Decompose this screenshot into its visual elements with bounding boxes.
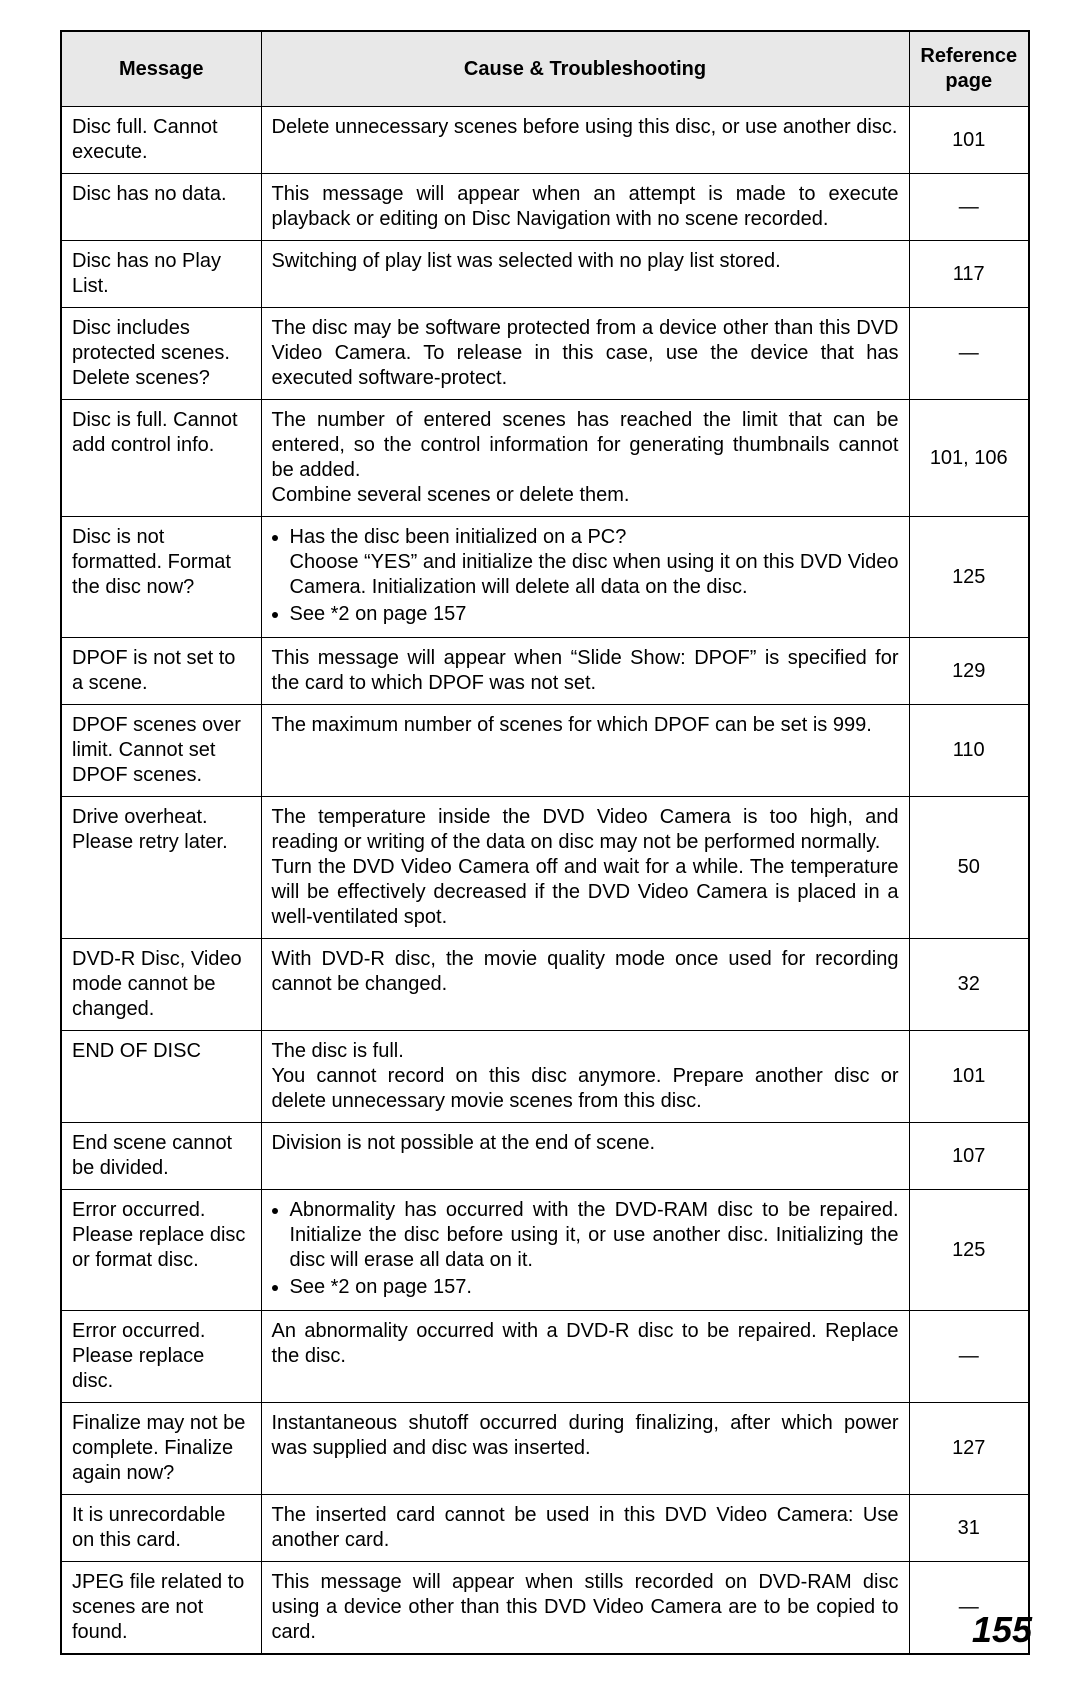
cell-message: DPOF scenes over limit. Cannot set DPOF …	[61, 705, 261, 797]
col-header-cause: Cause & Troubleshooting	[261, 31, 909, 107]
cell-reference: 101	[909, 1031, 1029, 1123]
cell-cause: Delete unnecessary scenes before using t…	[261, 107, 909, 174]
cell-message: END OF DISC	[61, 1031, 261, 1123]
table-row: Disc has no Play List.Switching of play …	[61, 241, 1029, 308]
table-row: JPEG file related to scenes are not foun…	[61, 1562, 1029, 1655]
cell-message: JPEG file related to scenes are not foun…	[61, 1562, 261, 1655]
cell-message: Disc is not formatted. Format the disc n…	[61, 517, 261, 638]
cell-reference: 107	[909, 1123, 1029, 1190]
cause-bullet-list: Abnormality has occurred with the DVD-RA…	[272, 1198, 899, 1300]
table-row: Disc includes protected scenes. Delete s…	[61, 308, 1029, 400]
cell-message: Finalize may not be complete. Finalize a…	[61, 1403, 261, 1495]
table-row: DPOF scenes over limit. Cannot set DPOF …	[61, 705, 1029, 797]
cell-reference: 32	[909, 939, 1029, 1031]
table-row: End scene cannot be divided.Division is …	[61, 1123, 1029, 1190]
cell-message: Disc includes protected scenes. Delete s…	[61, 308, 261, 400]
cell-message: DPOF is not set to a scene.	[61, 638, 261, 705]
cell-cause: With DVD-R disc, the movie quality mode …	[261, 939, 909, 1031]
table-row: Drive overheat. Please retry later.The t…	[61, 797, 1029, 939]
cell-cause: This message will appear when an attempt…	[261, 174, 909, 241]
cell-cause: The disc may be software protected from …	[261, 308, 909, 400]
cell-cause: Abnormality has occurred with the DVD-RA…	[261, 1190, 909, 1311]
table-row: END OF DISCThe disc is full. You cannot …	[61, 1031, 1029, 1123]
cell-reference: 129	[909, 638, 1029, 705]
cell-reference: —	[909, 1311, 1029, 1403]
page: Message Cause & Troubleshooting Referenc…	[0, 0, 1080, 1685]
table-row: It is unrecordable on this card.The inse…	[61, 1495, 1029, 1562]
cause-bullet: See *2 on page 157	[290, 602, 899, 627]
cell-reference: 110	[909, 705, 1029, 797]
cell-message: Disc has no data.	[61, 174, 261, 241]
cell-message: It is unrecordable on this card.	[61, 1495, 261, 1562]
table-row: Disc full. Cannot execute.Delete unneces…	[61, 107, 1029, 174]
cell-cause: The number of entered scenes has reached…	[261, 400, 909, 517]
cell-reference: 125	[909, 517, 1029, 638]
cell-message: End scene cannot be divided.	[61, 1123, 261, 1190]
cell-cause: The disc is full. You cannot record on t…	[261, 1031, 909, 1123]
table-row: Disc is full. Cannot add control info.Th…	[61, 400, 1029, 517]
cell-cause: Has the disc been initialized on a PC? C…	[261, 517, 909, 638]
cell-cause: The inserted card cannot be used in this…	[261, 1495, 909, 1562]
cause-bullet-list: Has the disc been initialized on a PC? C…	[272, 525, 899, 627]
cell-reference: —	[909, 308, 1029, 400]
cell-reference: 101, 106	[909, 400, 1029, 517]
cell-message: Error occurred. Please replace disc.	[61, 1311, 261, 1403]
cell-message: Error occurred. Please replace disc or f…	[61, 1190, 261, 1311]
table-row: Error occurred. Please replace disc.An a…	[61, 1311, 1029, 1403]
cause-bullet: Has the disc been initialized on a PC? C…	[290, 525, 899, 600]
table-row: Disc has no data.This message will appea…	[61, 174, 1029, 241]
page-number: 155	[972, 1609, 1032, 1651]
cell-cause: Switching of play list was selected with…	[261, 241, 909, 308]
cell-message: Disc full. Cannot execute.	[61, 107, 261, 174]
table-row: DVD-R Disc, Video mode cannot be changed…	[61, 939, 1029, 1031]
table-header-row: Message Cause & Troubleshooting Referenc…	[61, 31, 1029, 107]
cell-reference: —	[909, 174, 1029, 241]
cell-cause: The maximum number of scenes for which D…	[261, 705, 909, 797]
cell-cause: The temperature inside the DVD Video Cam…	[261, 797, 909, 939]
cell-message: Drive overheat. Please retry later.	[61, 797, 261, 939]
cell-reference: 127	[909, 1403, 1029, 1495]
cell-cause: This message will appear when “Slide Sho…	[261, 638, 909, 705]
col-header-reference: Reference page	[909, 31, 1029, 107]
table-row: Error occurred. Please replace disc or f…	[61, 1190, 1029, 1311]
cell-reference: 117	[909, 241, 1029, 308]
cell-reference: 125	[909, 1190, 1029, 1311]
cell-reference: 31	[909, 1495, 1029, 1562]
cell-cause: Instantaneous shutoff occurred during fi…	[261, 1403, 909, 1495]
table-row: DPOF is not set to a scene.This message …	[61, 638, 1029, 705]
col-header-message: Message	[61, 31, 261, 107]
cell-cause: This message will appear when stills rec…	[261, 1562, 909, 1655]
table-body: Disc full. Cannot execute.Delete unneces…	[61, 107, 1029, 1655]
troubleshooting-table: Message Cause & Troubleshooting Referenc…	[60, 30, 1030, 1655]
cause-bullet: Abnormality has occurred with the DVD-RA…	[290, 1198, 899, 1273]
cell-reference: 50	[909, 797, 1029, 939]
cell-message: Disc is full. Cannot add control info.	[61, 400, 261, 517]
table-row: Finalize may not be complete. Finalize a…	[61, 1403, 1029, 1495]
cell-cause: Division is not possible at the end of s…	[261, 1123, 909, 1190]
cause-bullet: See *2 on page 157.	[290, 1275, 899, 1300]
cell-reference: 101	[909, 107, 1029, 174]
table-row: Disc is not formatted. Format the disc n…	[61, 517, 1029, 638]
table-header: Message Cause & Troubleshooting Referenc…	[61, 31, 1029, 107]
cell-cause: An abnormality occurred with a DVD-R dis…	[261, 1311, 909, 1403]
cell-message: Disc has no Play List.	[61, 241, 261, 308]
cell-message: DVD-R Disc, Video mode cannot be changed…	[61, 939, 261, 1031]
